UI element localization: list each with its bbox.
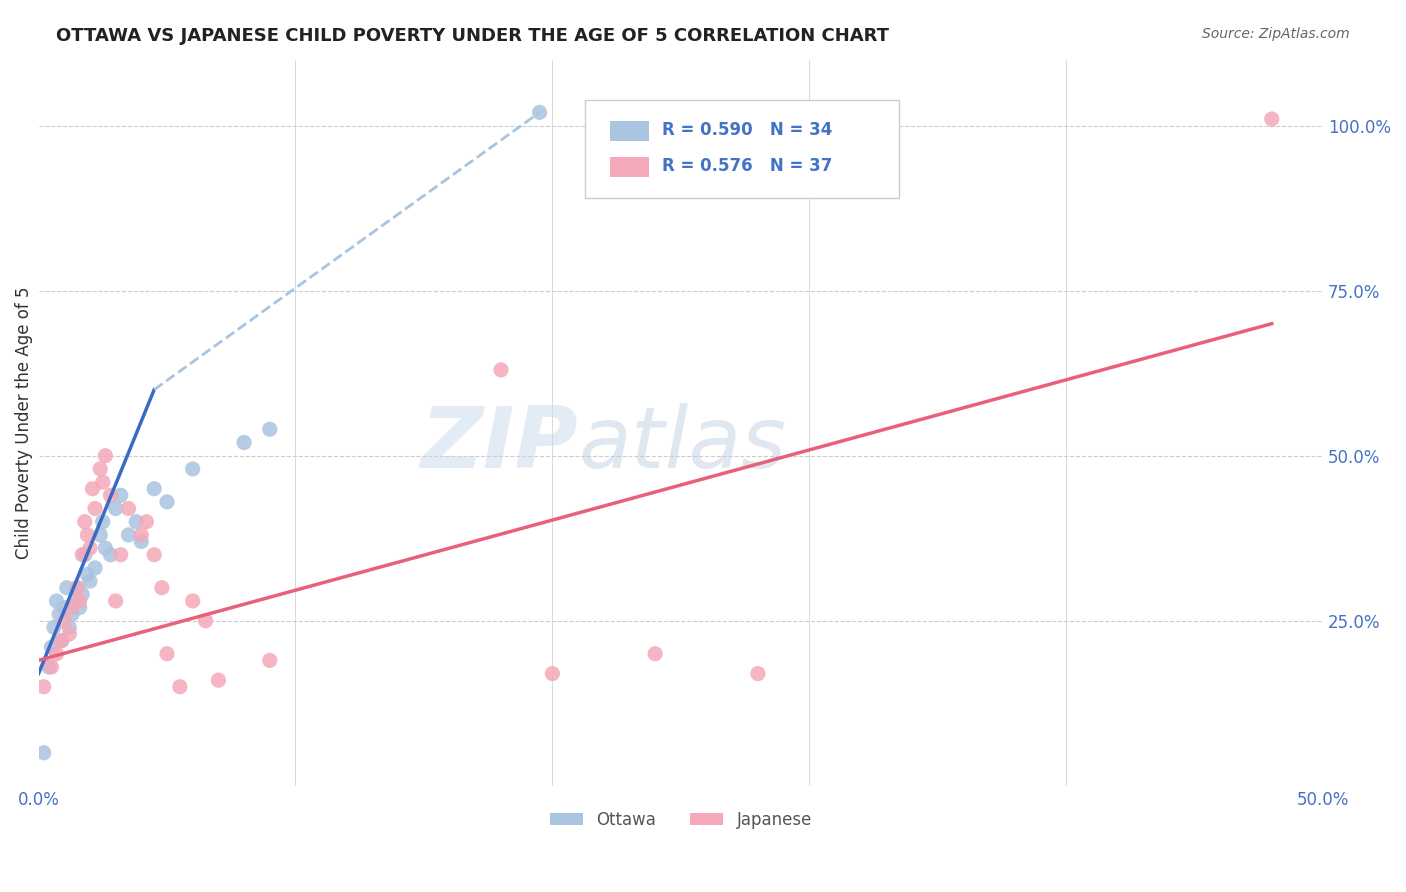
Point [131, 534, 153, 549]
Point [169, 680, 191, 694]
Point [84, 561, 107, 575]
Point [110, 488, 132, 502]
Y-axis label: Child Poverty Under the Age of 5: Child Poverty Under the Age of 5 [15, 286, 32, 559]
Point [84, 501, 107, 516]
Point [150, 581, 173, 595]
Point [70, 548, 93, 562]
Point [70, 587, 93, 601]
Text: R = 0.576   N = 37: R = 0.576 N = 37 [662, 157, 832, 176]
Point [53, 614, 76, 628]
Point [63, 594, 86, 608]
Point [38, 660, 60, 674]
Point [91, 475, 114, 489]
Point [48, 607, 70, 622]
Point [156, 647, 179, 661]
Point [135, 515, 157, 529]
Point [53, 600, 76, 615]
Point [259, 653, 281, 667]
Point [41, 660, 63, 674]
Point [58, 627, 80, 641]
Point [156, 495, 179, 509]
FancyBboxPatch shape [610, 157, 648, 178]
Point [89, 462, 111, 476]
Text: OTTAWA VS JAPANESE CHILD POVERTY UNDER THE AGE OF 5 CORRELATION CHART: OTTAWA VS JAPANESE CHILD POVERTY UNDER T… [56, 27, 889, 45]
Point [94, 541, 117, 555]
Point [131, 528, 153, 542]
Point [73, 548, 96, 562]
Point [58, 620, 80, 634]
Point [644, 647, 666, 661]
Point [529, 105, 551, 120]
Point [51, 633, 73, 648]
Point [207, 673, 229, 688]
Point [259, 422, 281, 436]
Point [60, 600, 83, 615]
Point [76, 567, 98, 582]
Point [76, 528, 98, 542]
Point [89, 528, 111, 542]
Point [489, 363, 512, 377]
Point [42, 620, 65, 634]
Point [66, 581, 89, 595]
Point [66, 581, 89, 595]
Point [45, 647, 67, 661]
FancyBboxPatch shape [585, 100, 900, 197]
Point [91, 515, 114, 529]
Point [181, 594, 204, 608]
Point [110, 548, 132, 562]
Point [51, 633, 73, 648]
Point [143, 482, 166, 496]
Point [100, 548, 122, 562]
Text: Source: ZipAtlas.com: Source: ZipAtlas.com [1202, 27, 1350, 41]
Point [73, 515, 96, 529]
Point [60, 607, 83, 622]
Point [143, 548, 166, 562]
Point [181, 462, 204, 476]
Point [94, 449, 117, 463]
Point [104, 501, 127, 516]
Point [32, 746, 55, 760]
Point [32, 680, 55, 694]
Legend: Ottawa, Japanese: Ottawa, Japanese [543, 805, 818, 836]
Point [56, 581, 79, 595]
Point [117, 528, 139, 542]
Point [45, 594, 67, 608]
Point [117, 501, 139, 516]
Point [194, 614, 217, 628]
Point [104, 594, 127, 608]
FancyBboxPatch shape [610, 120, 648, 141]
Point [100, 488, 122, 502]
Point [541, 666, 564, 681]
Point [79, 541, 101, 555]
Text: atlas: atlas [578, 403, 786, 486]
Point [233, 435, 256, 450]
Text: ZIP: ZIP [420, 403, 578, 486]
Text: R = 0.590   N = 34: R = 0.590 N = 34 [662, 121, 832, 139]
Point [1261, 112, 1284, 126]
Point [79, 574, 101, 588]
Point [69, 600, 91, 615]
Point [41, 640, 63, 655]
Point [747, 666, 769, 681]
Point [125, 515, 148, 529]
Point [82, 482, 104, 496]
Point [69, 594, 91, 608]
